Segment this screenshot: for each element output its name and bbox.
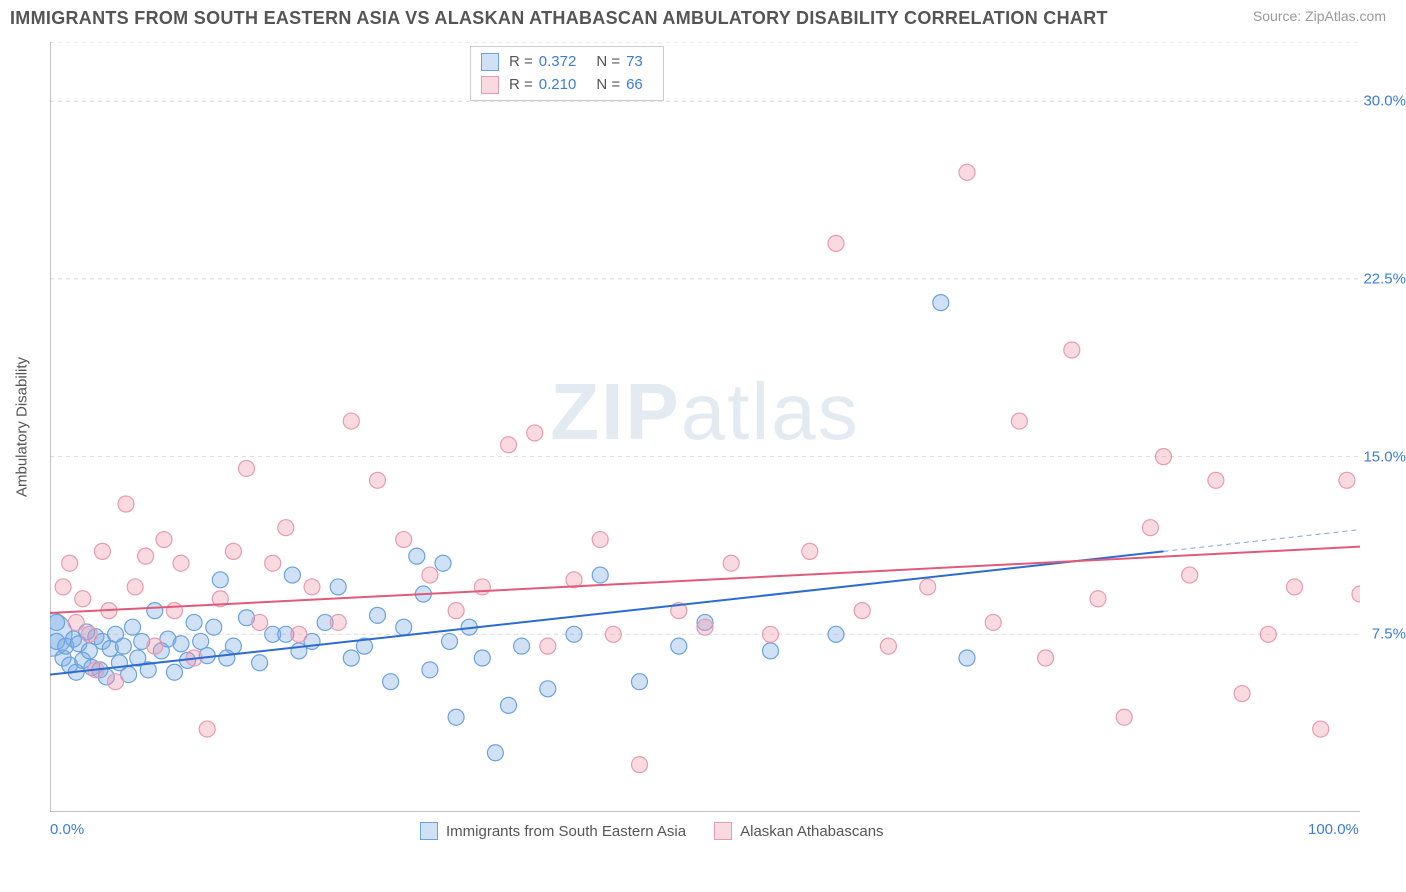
correlation-legend: R = 0.372 N = 73 R = 0.210 N = 66 (470, 46, 664, 101)
scatter-plot (50, 42, 1360, 812)
chart-area: Ambulatory Disability ZIPatlas R = 0.372… (50, 42, 1360, 812)
y-tick-label: 7.5% (1372, 626, 1406, 643)
n-label: N = (596, 51, 620, 74)
legend-item-series-2: Alaskan Athabascans (714, 822, 883, 840)
x-tick-label: 0.0% (50, 821, 84, 838)
n-value-1: 73 (626, 51, 643, 74)
legend-item-series-1: Immigrants from South Eastern Asia (420, 822, 686, 840)
y-tick-label: 30.0% (1363, 93, 1406, 110)
legend-row-series-2: R = 0.210 N = 66 (481, 74, 653, 97)
x-tick-label: 100.0% (1308, 821, 1359, 838)
source-label: Source: ZipAtlas.com (1253, 8, 1386, 24)
series-1-name: Immigrants from South Eastern Asia (446, 823, 686, 840)
swatch-series-1 (420, 822, 438, 840)
swatch-series-2 (714, 822, 732, 840)
y-tick-label: 15.0% (1363, 448, 1406, 465)
n-value-2: 66 (626, 74, 643, 97)
series-2-name: Alaskan Athabascans (740, 823, 883, 840)
swatch-series-1 (481, 53, 499, 71)
r-label: R = (509, 51, 533, 74)
chart-title: IMMIGRANTS FROM SOUTH EASTERN ASIA VS AL… (10, 8, 1108, 29)
r-value-2: 0.210 (539, 74, 577, 97)
legend-row-series-1: R = 0.372 N = 73 (481, 51, 653, 74)
r-label: R = (509, 74, 533, 97)
series-legend: Immigrants from South Eastern Asia Alask… (420, 822, 884, 840)
r-value-1: 0.372 (539, 51, 577, 74)
n-label: N = (596, 74, 620, 97)
y-axis-label: Ambulatory Disability (14, 357, 31, 497)
y-tick-label: 22.5% (1363, 270, 1406, 287)
swatch-series-2 (481, 76, 499, 94)
